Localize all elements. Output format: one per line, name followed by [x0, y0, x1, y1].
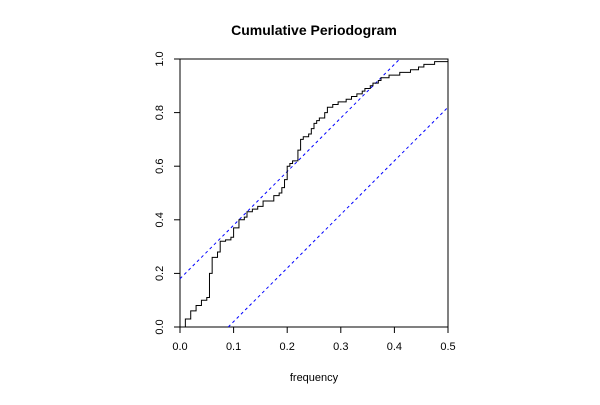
x-tick-label: 0.4 [387, 341, 402, 353]
y-tick-label: 0.8 [154, 105, 166, 120]
x-axis-label: frequency [290, 372, 339, 384]
x-tick-label: 0.5 [440, 341, 455, 353]
y-tick-label: 0.2 [154, 266, 166, 281]
y-tick-label: 0.6 [154, 159, 166, 174]
y-tick-label: 0.4 [154, 212, 166, 227]
y-tick-label: 1.0 [154, 51, 166, 66]
x-tick-label: 0.2 [280, 341, 295, 353]
series-layer [180, 59, 449, 328]
confidence-bound-upper [179, 58, 401, 280]
cumulative-periodogram-line [180, 59, 449, 328]
confidence-bound-lower [227, 106, 449, 328]
x-tick-label: 0.3 [333, 341, 348, 353]
x-tick-label: 0.1 [226, 341, 241, 353]
chart-title: Cumulative Periodogram [231, 22, 397, 38]
y-axis: 0.0 0.2 0.4 0.6 0.8 1.0 [154, 51, 180, 335]
x-axis: 0.0 0.1 0.2 0.3 0.4 0.5 [172, 327, 456, 353]
x-tick-label: 0.0 [172, 341, 187, 353]
y-tick-label: 0.0 [154, 319, 166, 334]
confidence-bounds [179, 58, 449, 328]
plot-frame [179, 58, 449, 328]
